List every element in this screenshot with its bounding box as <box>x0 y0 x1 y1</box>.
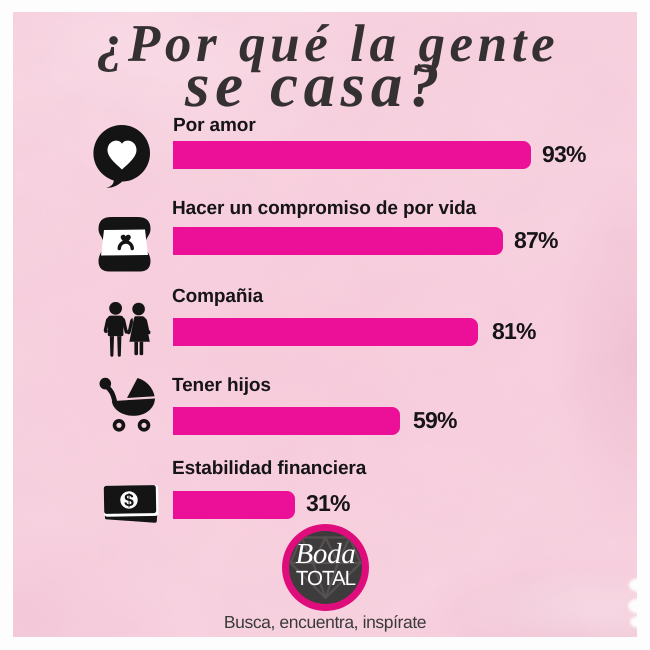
svg-text:$: $ <box>124 490 134 510</box>
